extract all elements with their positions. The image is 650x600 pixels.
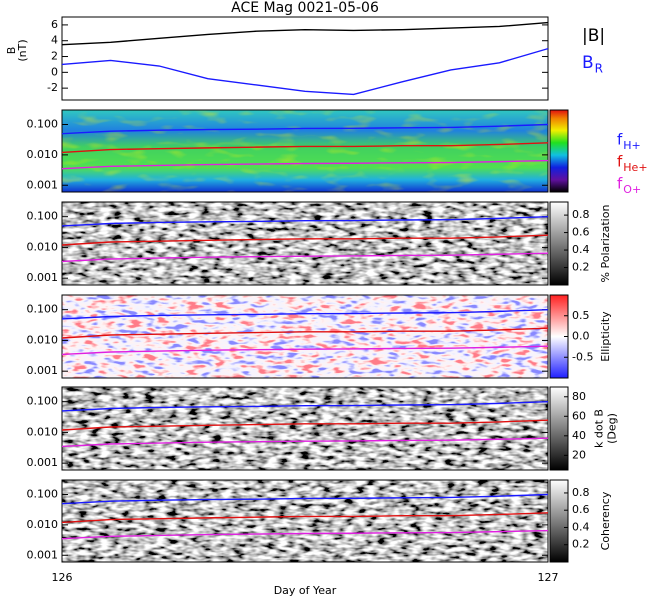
colorbar [549, 386, 569, 471]
colorbar-label: Coherency [599, 491, 612, 550]
plot-frame [61, 386, 549, 471]
colorbar-label: k dot B [593, 409, 606, 448]
colorbar-tick-label: 80 [572, 390, 586, 403]
x-tick-label: 126 [52, 571, 73, 584]
series-line [61, 327, 549, 339]
legend-subscript: O+ [623, 183, 641, 196]
colorbar [549, 479, 569, 563]
spectrogram [62, 295, 548, 378]
series-line [61, 345, 549, 356]
plot-frame [61, 479, 549, 563]
y-tick-label: 0.001 [27, 456, 59, 469]
series-line [61, 493, 549, 505]
colorbar-tick-label: 0.8 [572, 486, 590, 499]
y-axis-label: (nT) [16, 39, 29, 61]
series-line [61, 123, 549, 135]
y-tick-label: 0.010 [27, 518, 59, 531]
y-tick-label: -2 [47, 81, 58, 94]
colorbar-tick-label: 0.2 [572, 261, 590, 274]
series-line [61, 419, 549, 431]
spectrogram [62, 387, 548, 470]
legend-label: f [617, 131, 623, 149]
y-tick-label: 0.001 [27, 271, 59, 284]
spectrogram [62, 480, 548, 562]
y-tick-label: 0.100 [27, 210, 59, 223]
colorbar-tick-label: 0.8 [572, 208, 590, 221]
colorbar [549, 201, 569, 286]
legend-subscript: R [595, 62, 603, 76]
legend-subscript: H+ [623, 139, 641, 152]
y-tick-label: 0.010 [27, 148, 59, 161]
plot-frame [61, 109, 549, 193]
y-tick-label: 0.001 [27, 548, 59, 561]
colorbar-tick-label: 0.4 [572, 243, 590, 256]
y-tick-label: 0.001 [27, 364, 59, 377]
spectrogram-texture [62, 110, 548, 192]
colorbar-label: (Deg) [606, 413, 619, 444]
y-axis-label: B [5, 47, 18, 55]
colorbar-tick-label: 0.6 [572, 226, 590, 239]
y-tick-label: 0.100 [27, 395, 59, 408]
series-line [61, 142, 549, 154]
colorbar-tick-label: 0.0 [572, 330, 590, 343]
colorbar-tick-label: 20 [572, 448, 586, 461]
series-line [61, 308, 549, 320]
colorbar-label: Ellipticity [599, 311, 612, 362]
y-tick-label: 4 [51, 34, 58, 47]
plot-frame [61, 294, 549, 379]
colorbar-tick-label: 0.2 [572, 538, 590, 551]
series-line [61, 159, 549, 170]
colorbar-tick-label: 60 [572, 409, 586, 422]
colorbar-tick-label: 0.4 [572, 520, 590, 533]
legend-label: f [617, 153, 623, 171]
legend-label: |B| [582, 26, 605, 46]
spectrogram [62, 202, 548, 285]
y-tick-label: 2 [51, 50, 58, 63]
colorbar-label: % Polarization [599, 205, 612, 283]
y-tick-label: 0.100 [27, 487, 59, 500]
y-tick-label: 0.010 [27, 240, 59, 253]
y-tick-label: 0.010 [27, 425, 59, 438]
series-line [61, 512, 549, 524]
series-line [61, 529, 549, 540]
legend-subscript: He+ [623, 161, 647, 174]
colorbar-tick-label: 40 [572, 429, 586, 442]
y-tick-label: 0.010 [27, 333, 59, 346]
series-line [61, 437, 549, 448]
y-tick-label: 0.100 [27, 117, 59, 130]
x-axis-label: Day of Year [274, 584, 337, 597]
colorbar [549, 109, 569, 193]
legend-label: f [617, 175, 623, 193]
chart-title: ACE Mag 0021-05-06 [231, 0, 379, 16]
y-tick-label: 6 [51, 18, 58, 31]
series-line [61, 47, 549, 96]
series-line [61, 215, 549, 227]
y-tick-label: 0.100 [27, 303, 59, 316]
legend-label: B [582, 53, 594, 73]
plot-frame [61, 201, 549, 286]
y-tick-label: 0 [51, 65, 58, 78]
plot-frame [61, 16, 549, 101]
series-line [61, 21, 549, 46]
colorbar-tick-label: -0.5 [572, 350, 593, 363]
series-line [61, 252, 549, 263]
series-line [61, 400, 549, 412]
colorbar-tick-label: 0.5 [572, 309, 590, 322]
series-line [61, 234, 549, 246]
y-tick-label: 0.001 [27, 178, 59, 191]
x-tick-label: 127 [538, 571, 559, 584]
colorbar-tick-label: 0.6 [572, 503, 590, 516]
